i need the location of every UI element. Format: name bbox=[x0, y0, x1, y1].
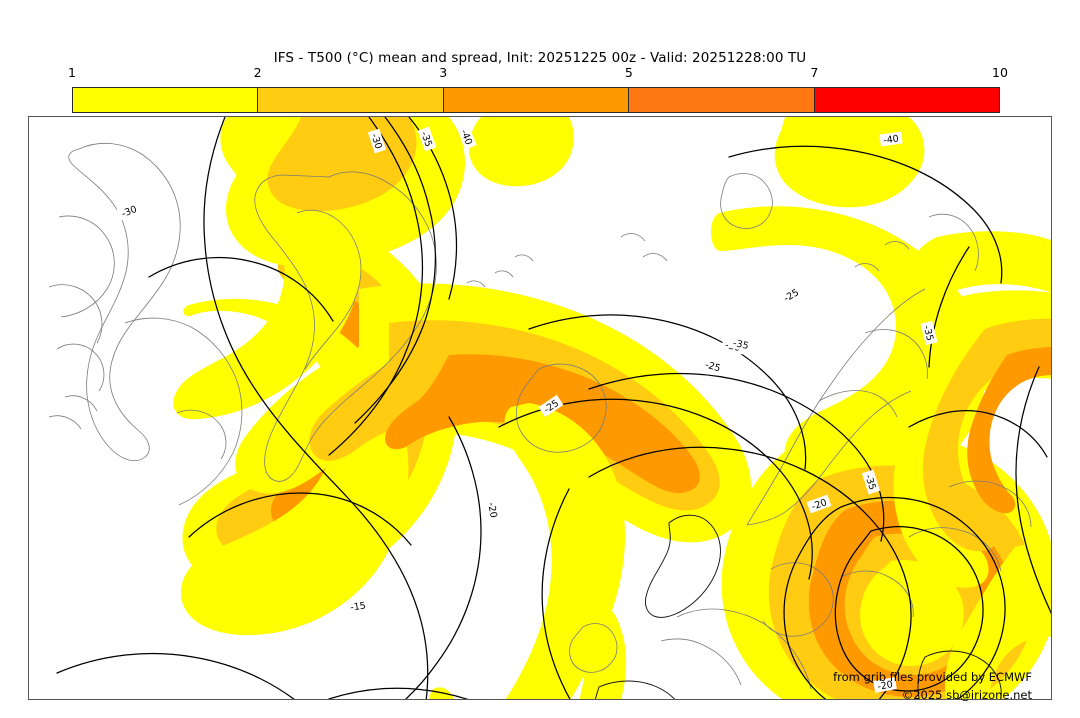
credit-source: from grib files provided by ECMWF bbox=[833, 670, 1032, 684]
svg-text:-20: -20 bbox=[877, 679, 894, 693]
svg-text:-15: -15 bbox=[350, 600, 367, 613]
colorbar-segment-7-10 bbox=[814, 88, 1000, 112]
colorbar-segment-3-5 bbox=[443, 88, 630, 112]
colorbar-tick-10: 10 bbox=[992, 65, 1008, 80]
coastlines-dark bbox=[595, 514, 1002, 699]
spread-band-yellow-h-core bbox=[860, 559, 964, 667]
colorbar-tick-3: 3 bbox=[439, 65, 448, 80]
spread-band-yellow-topright bbox=[909, 231, 1051, 293]
svg-text:-20: -20 bbox=[810, 497, 828, 513]
colorbar-bar bbox=[72, 87, 1000, 113]
svg-text:-30: -30 bbox=[368, 132, 383, 150]
spread-filled-contours bbox=[173, 117, 1051, 699]
svg-text:-35: -35 bbox=[921, 324, 935, 342]
colorbar-segment-5-7 bbox=[629, 88, 815, 112]
spread-band-yellow-polar bbox=[774, 117, 925, 208]
spread-band-orange-i bbox=[967, 347, 1051, 514]
colorbar-tick-2: 2 bbox=[253, 65, 262, 80]
svg-text:-35: -35 bbox=[418, 130, 434, 148]
svg-text:-30: -30 bbox=[120, 204, 139, 220]
credit-copyright: ©2025 sb@irizone.net bbox=[901, 688, 1032, 702]
svg-text:-25: -25 bbox=[704, 360, 722, 375]
colorbar-segment-2-3 bbox=[258, 88, 444, 112]
page-title: IFS - T500 (°C) mean and spread, Init: 2… bbox=[273, 50, 807, 66]
svg-text:-35: -35 bbox=[862, 473, 877, 491]
spread-band-yellow-right bbox=[945, 543, 1051, 699]
svg-text:-40: -40 bbox=[883, 133, 900, 146]
mean-contours bbox=[56, 117, 1051, 699]
svg-text:-20: -20 bbox=[485, 502, 499, 519]
colorbar: 1 2 3 5 7 10 bbox=[68, 66, 1008, 113]
colorbar-segment-1-2 bbox=[73, 88, 259, 112]
colorbar-tick-5: 5 bbox=[624, 65, 633, 80]
colorbar-tick-7: 7 bbox=[810, 65, 819, 80]
contour-labels: -30 -35 -40 -40 bbox=[116, 124, 938, 693]
colorbar-tick-1: 1 bbox=[68, 65, 76, 80]
colorbar-tick-labels: 1 2 3 5 7 10 bbox=[68, 65, 1008, 84]
svg-text:-40: -40 bbox=[458, 128, 474, 147]
svg-text:-35: -35 bbox=[732, 338, 749, 352]
spread-band-yellow-arctic bbox=[469, 117, 574, 187]
map-canvas: -30 -35 -40 -40 bbox=[48, 117, 1051, 699]
map-panel[interactable]: -30 -35 -40 -40 bbox=[28, 116, 1052, 700]
spread-band-gold-i bbox=[923, 318, 1051, 552]
